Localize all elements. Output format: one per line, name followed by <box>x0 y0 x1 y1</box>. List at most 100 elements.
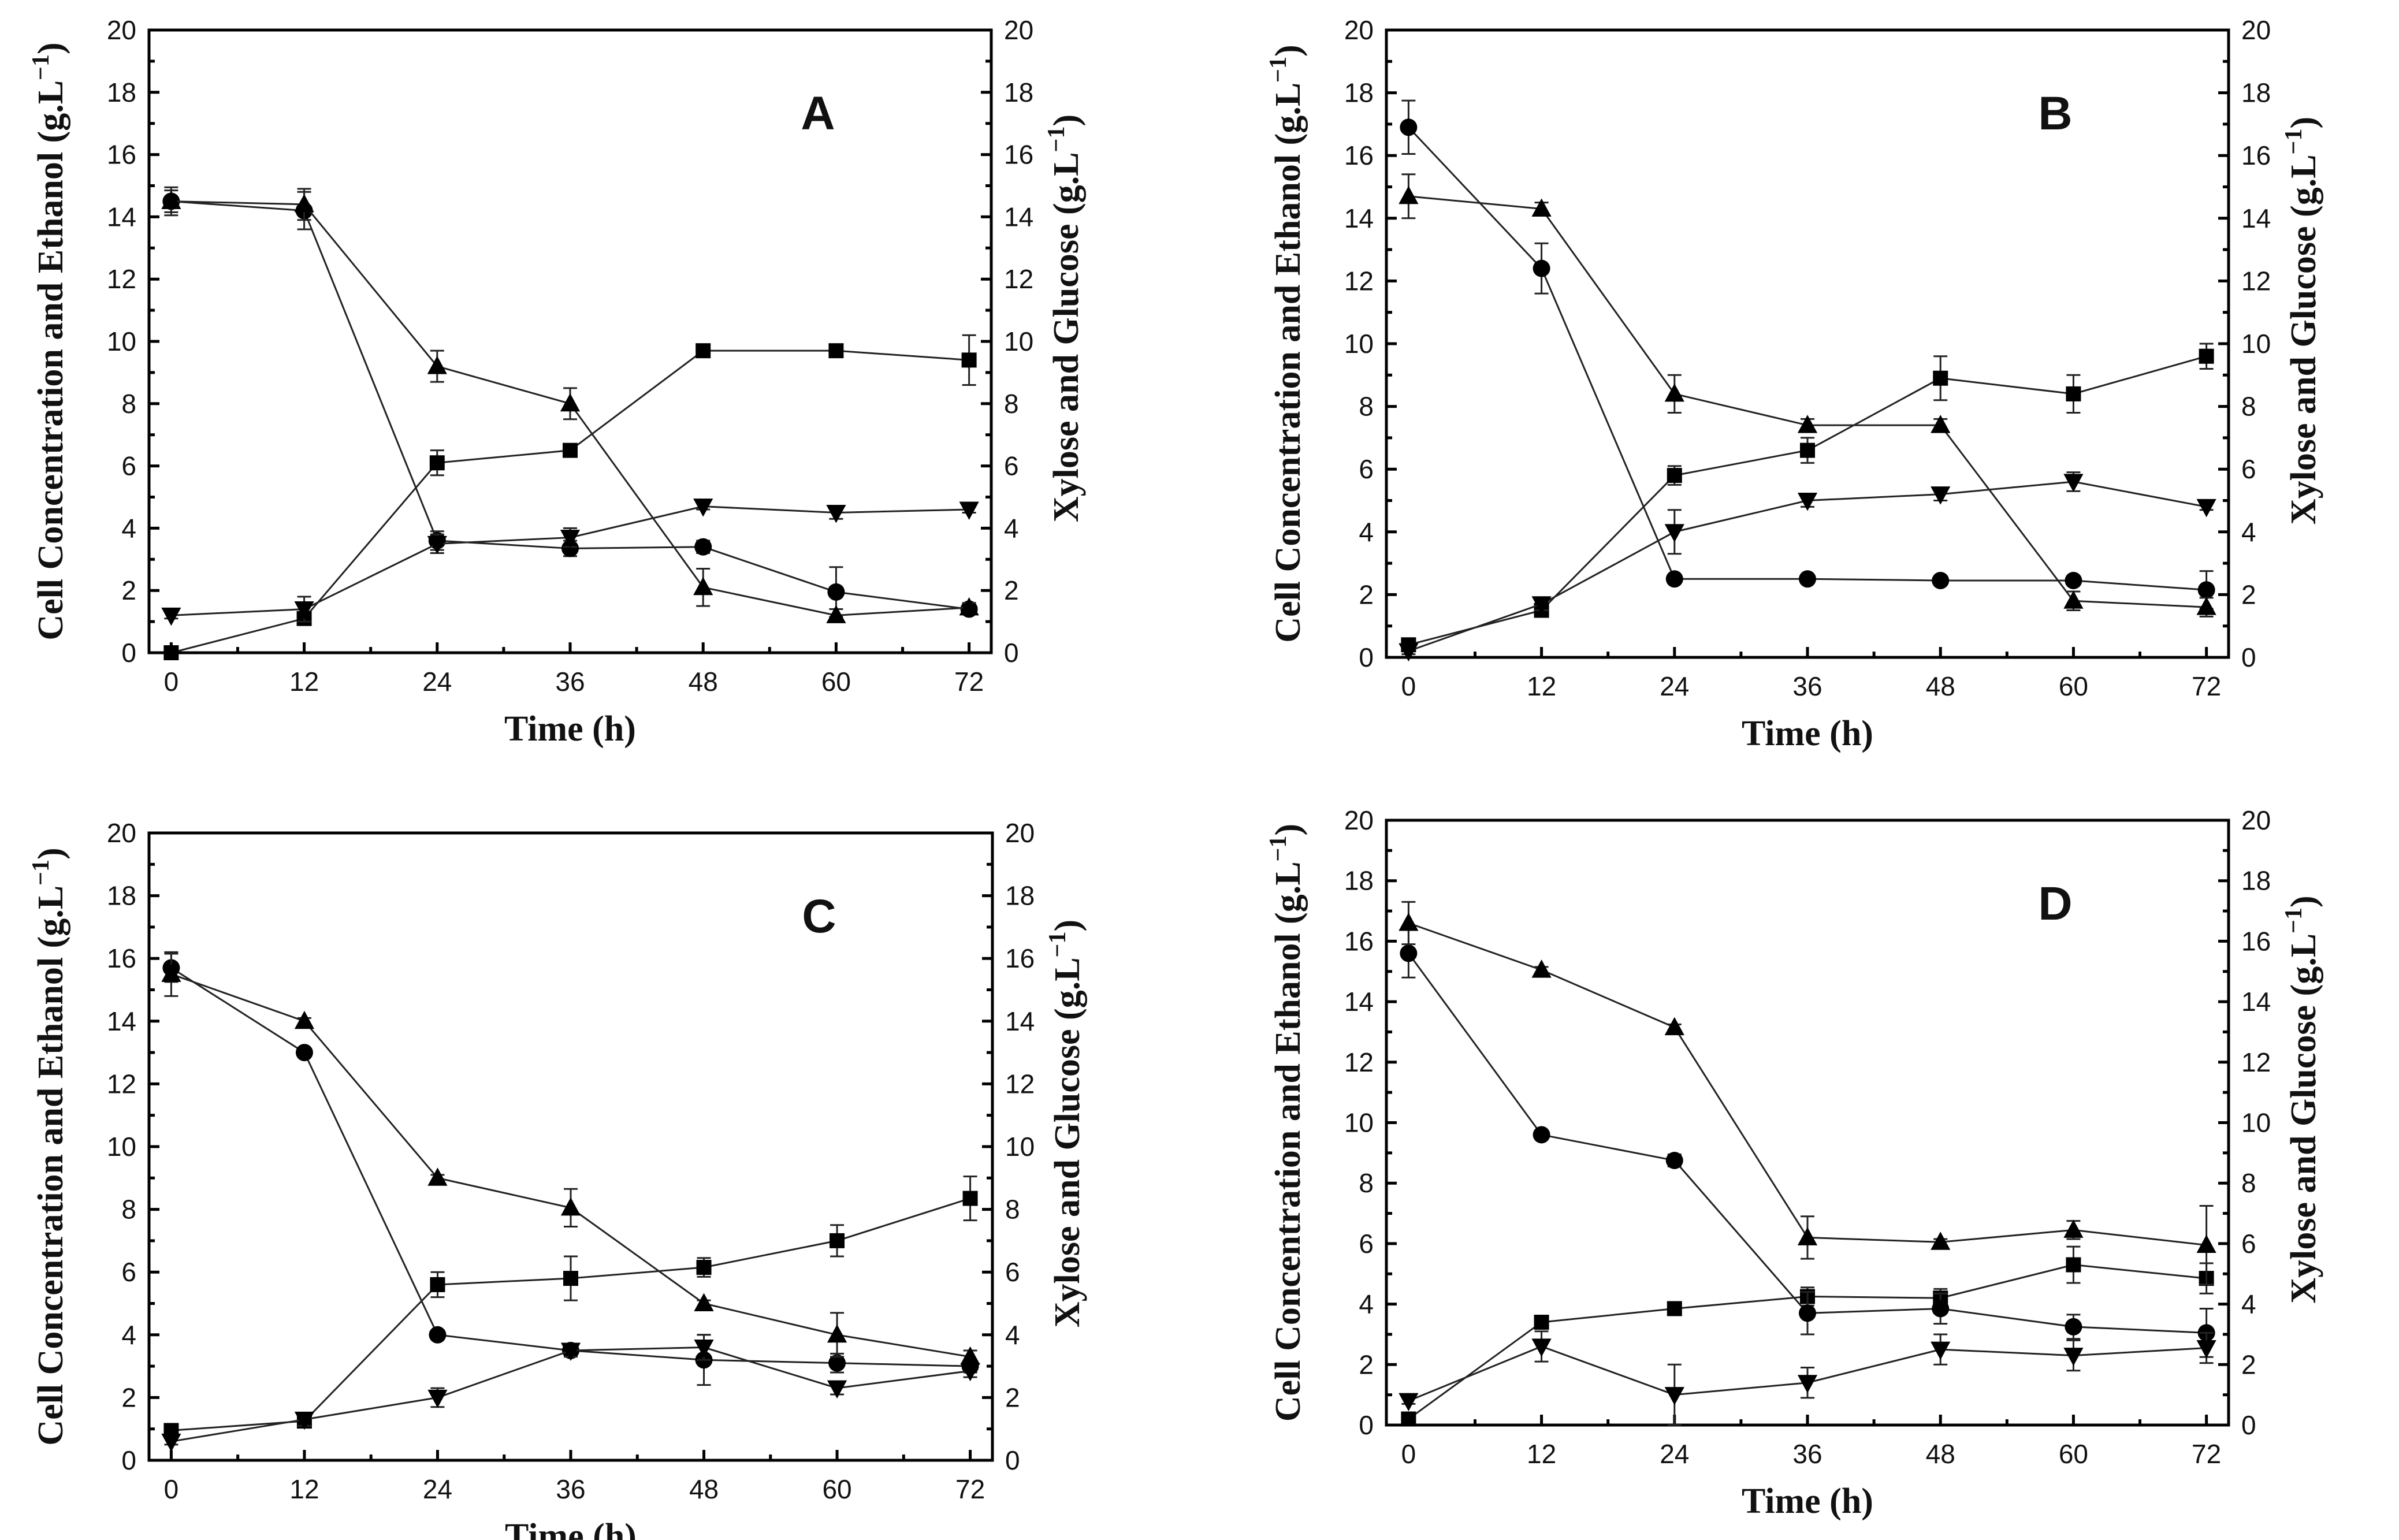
y-tick-label-left: 4 <box>121 513 136 543</box>
data-point-triangle-down <box>1399 1393 1419 1412</box>
right-axis-title: Xylose and Glucose (g.L−1) <box>2281 895 2323 1303</box>
y-tick-label-right: 10 <box>1005 1132 1035 1162</box>
y-tick-label-right: 4 <box>1004 513 1019 543</box>
data-point-triangle-down <box>427 535 447 555</box>
y-tick-label-left: 8 <box>1359 1168 1374 1198</box>
y-tick-label-left: 10 <box>1344 329 1374 359</box>
y-tick-label-right: 4 <box>2241 517 2256 547</box>
data-point-triangle-down <box>1797 493 1818 511</box>
panel-letter: B <box>2038 87 2072 140</box>
x-tick-label: 0 <box>164 667 179 697</box>
y-tick-label-left: 18 <box>107 881 136 911</box>
y-tick-label-left: 4 <box>121 1320 136 1350</box>
x-tick-label: 12 <box>289 667 319 697</box>
y-tick-label-right: 4 <box>1005 1320 1020 1350</box>
data-point-circle <box>1932 571 1950 589</box>
data-point-square <box>1667 1301 1682 1316</box>
y-tick-label-left: 18 <box>1344 78 1374 108</box>
left-axis-title: Cell Concentration and Ethanol (g.L−1) <box>28 847 70 1445</box>
y-tick-label-right: 20 <box>1004 15 1033 45</box>
x-tick-label: 24 <box>422 667 452 697</box>
y-tick-label-right: 6 <box>2241 454 2256 484</box>
y-tick-label-left: 0 <box>1359 642 1374 672</box>
data-point-triangle-up <box>427 1167 448 1186</box>
y-tick-label-right: 0 <box>1004 638 1019 668</box>
data-point-square <box>962 1191 978 1206</box>
data-point-circle <box>2197 581 2215 599</box>
y-tick-label-right: 8 <box>2241 392 2256 422</box>
x-tick-label: 48 <box>1926 1439 1955 1469</box>
data-point-triangle-down <box>2063 1348 2084 1366</box>
right-axis-title: Xylose and Glucose (g.L−1) <box>1043 114 1086 522</box>
y-tick-label-left: 20 <box>107 15 136 45</box>
y-tick-label-right: 8 <box>1005 1195 1020 1225</box>
y-tick-label-right: 10 <box>2241 329 2271 359</box>
x-tick-label: 0 <box>1401 1439 1416 1469</box>
data-point-triangle-down <box>2196 499 2216 518</box>
x-tick-label: 24 <box>423 1474 452 1504</box>
panel-letter: D <box>2038 877 2072 930</box>
data-point-circle <box>1799 1304 1816 1322</box>
data-point-triangle-down <box>959 501 979 520</box>
x-tick-label: 0 <box>1401 671 1416 701</box>
data-point-triangle-down <box>2196 1340 2216 1359</box>
y-tick-label-right: 10 <box>1004 326 1033 356</box>
panel-letter: A <box>801 87 835 140</box>
y-tick-label-left: 20 <box>107 818 136 848</box>
series-line-triangle-up <box>1408 922 2207 1247</box>
left-axis-title: Cell Concentration and Ethanol (g.L−1) <box>28 42 70 640</box>
y-tick-label-left: 16 <box>107 140 136 170</box>
data-point-circle <box>429 1326 447 1344</box>
y-tick-label-left: 16 <box>1344 140 1374 170</box>
data-point-triangle-up <box>1797 415 1818 433</box>
panel-letter: C <box>802 890 836 943</box>
y-tick-label-left: 6 <box>121 451 136 481</box>
y-tick-label-right: 2 <box>1004 575 1019 605</box>
y-tick-label-left: 4 <box>1359 1289 1374 1319</box>
y-tick-label-left: 8 <box>121 1195 136 1225</box>
y-tick-label-right: 12 <box>1005 1069 1035 1099</box>
y-tick-label-left: 12 <box>1344 266 1374 296</box>
data-point-triangle-up <box>1399 185 1419 204</box>
data-point-triangle-up <box>2063 1219 2084 1238</box>
data-point-square <box>1933 370 1948 386</box>
y-tick-label-left: 18 <box>107 77 136 107</box>
y-tick-label-left: 4 <box>1359 517 1374 547</box>
y-tick-label-left: 8 <box>1359 392 1374 422</box>
data-point-circle <box>1400 118 1418 136</box>
data-point-triangle-up <box>294 1010 315 1029</box>
data-point-triangle-down <box>1531 596 1552 615</box>
y-tick-label-right: 16 <box>1004 140 1033 170</box>
y-tick-label-right: 8 <box>2241 1168 2256 1198</box>
y-tick-label-right: 16 <box>2241 926 2271 956</box>
y-tick-label-left: 0 <box>121 638 136 668</box>
x-tick-label: 36 <box>1792 1439 1822 1469</box>
data-point-square <box>830 1233 845 1248</box>
data-point-triangle-up <box>1531 959 1552 978</box>
data-point-square <box>563 442 578 458</box>
y-tick-label-right: 2 <box>2241 1349 2256 1379</box>
x-tick-label: 72 <box>2192 671 2221 701</box>
y-tick-label-right: 16 <box>1005 943 1035 973</box>
data-point-circle <box>1665 570 1683 588</box>
data-point-triangle-down <box>1399 643 1419 662</box>
data-point-triangle-down <box>827 1380 847 1399</box>
x-axis-title: Time (h) <box>1742 714 1873 753</box>
x-tick-label: 36 <box>555 667 585 697</box>
data-point-square <box>1800 442 1815 458</box>
data-point-square <box>2066 386 2081 401</box>
data-point-triangle-up <box>427 356 447 374</box>
y-tick-label-left: 14 <box>1344 987 1374 1017</box>
y-tick-label-left: 6 <box>121 1257 136 1287</box>
data-point-triangle-up <box>826 605 846 623</box>
y-tick-label-left: 10 <box>107 1132 136 1162</box>
data-point-square <box>563 1271 578 1286</box>
data-point-triangle-up <box>827 1324 847 1343</box>
data-point-triangle-up <box>161 964 181 982</box>
data-point-triangle-down <box>826 504 846 523</box>
data-point-circle <box>295 1044 313 1062</box>
data-point-triangle-up <box>161 191 181 209</box>
data-point-square <box>430 1277 445 1292</box>
